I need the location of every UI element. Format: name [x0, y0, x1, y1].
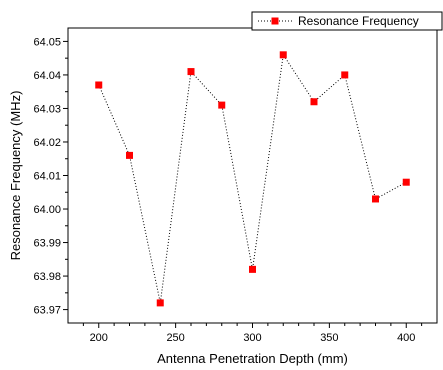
- data-point: [156, 299, 164, 307]
- y-tick-label: 64.00: [33, 204, 61, 216]
- legend-box: [251, 11, 443, 31]
- y-axis-title: Resonance Frequency (MHz): [8, 91, 23, 261]
- series-layer: [95, 51, 410, 307]
- data-point: [372, 195, 379, 203]
- y-tick-label: 63.99: [33, 238, 61, 250]
- series-line: [98, 53, 407, 304]
- x-tick-label: 200: [90, 332, 108, 344]
- y-tick-label: 64.05: [33, 36, 61, 48]
- y-tick-label: 64.01: [33, 171, 61, 183]
- data-point: [310, 98, 318, 106]
- data-point: [126, 151, 133, 159]
- y-tick-label: 64.02: [33, 137, 61, 149]
- x-axis: 200 250 300 350 400: [82, 323, 423, 344]
- x-tick-label: 300: [243, 332, 261, 344]
- data-point: [341, 71, 349, 79]
- y-tick-label: 64.03: [33, 103, 61, 115]
- data-point: [187, 68, 195, 76]
- y-tick-label: 63.98: [33, 271, 61, 283]
- x-axis-title: Antenna Penetration Depth (mm): [157, 351, 348, 366]
- plot-frame: [67, 27, 438, 324]
- data-point: [95, 81, 103, 89]
- x-tick-label: 250: [166, 332, 184, 344]
- data-point: [402, 178, 410, 186]
- plot-area: [67, 27, 438, 324]
- legend-label: Resonance Frequency: [298, 14, 419, 28]
- data-point: [279, 51, 287, 59]
- data-point: [218, 101, 226, 109]
- y-tick-label: 63.97: [33, 305, 61, 317]
- data-point: [249, 265, 256, 273]
- legend-marker: [271, 17, 279, 25]
- y-axis: 63.97 63.98 63.99 64.00 64.01 64.02 64.03 64.04…: [33, 36, 68, 317]
- x-tick-label: 350: [320, 332, 338, 344]
- legend: Resonance Frequency: [251, 11, 443, 31]
- y-tick-label: 64.04: [33, 70, 61, 82]
- x-tick-label: 400: [397, 332, 415, 344]
